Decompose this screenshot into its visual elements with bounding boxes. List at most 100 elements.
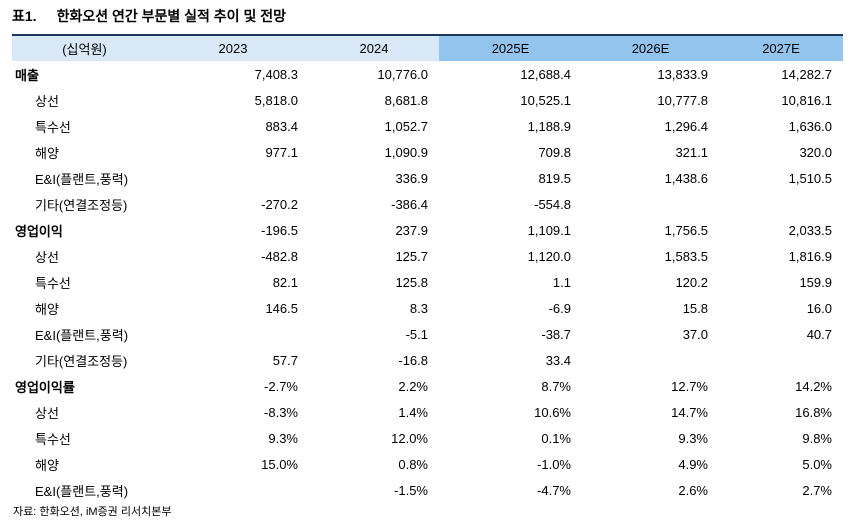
cell: [719, 347, 843, 373]
row-label: 특수선: [35, 431, 71, 447]
cell: 16.0: [806, 300, 832, 316]
cell: 15.0%: [261, 456, 298, 472]
cell: 8,681.8: [384, 92, 428, 108]
cell: 1.4%: [398, 404, 428, 420]
table-row: 상선 -8.3% 1.4% 10.6% 14.7% 16.8%: [12, 399, 843, 425]
table-row: E&I(플랜트,풍력) -5.1 -38.7 37.0 40.7: [12, 321, 843, 347]
cell: 5.0%: [802, 456, 832, 472]
cell: 15.8: [682, 300, 708, 316]
cell: -4.7%: [537, 482, 571, 498]
row-label: 기타(연결조정등): [35, 353, 128, 369]
cell: 10.6%: [534, 404, 571, 420]
cell: -196.5: [261, 222, 298, 238]
cell: 709.8: [538, 144, 571, 160]
table-row: 해양 146.5 8.3 -6.9 15.8 16.0: [12, 295, 843, 321]
cell: 125.8: [395, 274, 428, 290]
row-label: 기타(연결조정등): [35, 197, 128, 213]
table-number: 표1.: [12, 8, 37, 24]
row-label: 해양: [35, 145, 59, 161]
cell: [582, 347, 719, 373]
row-label: 해양: [35, 457, 59, 473]
cell: 1,510.5: [788, 170, 832, 186]
col-header-2026e: 2026E: [582, 35, 719, 61]
cell: [719, 191, 843, 217]
cell: 321.1: [675, 144, 708, 160]
cell: 14,282.7: [781, 66, 832, 82]
table-row: 기타(연결조정등) -270.2 -386.4 -554.8: [12, 191, 843, 217]
cell: [582, 191, 719, 217]
cell: 12.7%: [671, 378, 708, 394]
source-note: 자료: 한화오션, iM증권 리서치본부: [13, 506, 172, 518]
table-row: E&I(플랜트,풍력) -1.5% -4.7% 2.6% 2.7%: [12, 477, 843, 503]
col-header-2027e: 2027E: [719, 35, 843, 61]
cell: 14.2%: [795, 378, 832, 394]
cell: 0.1%: [541, 430, 571, 446]
table-row: 기타(연결조정등) 57.7 -16.8 33.4: [12, 347, 843, 373]
row-label: 특수선: [35, 119, 71, 135]
cell: 9.3%: [678, 430, 708, 446]
cell: 1,438.6: [664, 170, 708, 186]
row-label: 영업이익: [15, 223, 63, 239]
row-label: E&I(플랜트,풍력): [35, 483, 129, 499]
cell: -554.8: [534, 196, 571, 212]
cell: 82.1: [272, 274, 298, 290]
row-label: 특수선: [35, 275, 71, 291]
cell: -16.8: [398, 352, 428, 368]
col-header-2023: 2023: [157, 35, 309, 61]
cell: 9.3%: [268, 430, 298, 446]
cell: 1,120.0: [527, 248, 571, 264]
cell: 10,776.0: [377, 66, 428, 82]
cell: 237.9: [395, 222, 428, 238]
cell: 37.0: [682, 326, 708, 342]
cell: [157, 477, 309, 503]
cell: -482.8: [261, 248, 298, 264]
table-row: 영업이익 -196.5 237.9 1,109.1 1,756.5 2,033.5: [12, 217, 843, 243]
cell: -1.0%: [537, 456, 571, 472]
cell: 1,816.9: [788, 248, 832, 264]
cell: 14.7%: [671, 404, 708, 420]
row-label: 상선: [35, 93, 59, 109]
cell: -386.4: [391, 196, 428, 212]
cell: 10,816.1: [781, 92, 832, 108]
cell: 0.8%: [398, 456, 428, 472]
cell: 13,833.9: [657, 66, 708, 82]
cell: 1,052.7: [384, 118, 428, 134]
table-row: 특수선 883.4 1,052.7 1,188.9 1,296.4 1,636.0: [12, 113, 843, 139]
cell: [157, 321, 309, 347]
cell: 5,818.0: [254, 92, 298, 108]
row-label: 상선: [35, 405, 59, 421]
row-label: 매출: [15, 67, 39, 83]
cell: 1,756.5: [664, 222, 708, 238]
financial-table: (십억원) 2023 2024 2025E 2026E 2027E 매출 7,40…: [12, 34, 843, 503]
table-row: 상선 -482.8 125.7 1,120.0 1,583.5 1,816.9: [12, 243, 843, 269]
table-row: 해양 977.1 1,090.9 709.8 321.1 320.0: [12, 139, 843, 165]
cell: 16.8%: [795, 404, 832, 420]
table-row: 해양 15.0% 0.8% -1.0% 4.9% 5.0%: [12, 451, 843, 477]
table-body: 매출 7,408.3 10,776.0 12,688.4 13,833.9 14,282.…: [12, 61, 843, 503]
cell: 1,296.4: [664, 118, 708, 134]
cell: 146.5: [265, 300, 298, 316]
cell: 1,090.9: [384, 144, 428, 160]
cell: 2.7%: [802, 482, 832, 498]
cell: -8.3%: [264, 404, 298, 420]
cell: 12.0%: [391, 430, 428, 446]
cell: 8.7%: [541, 378, 571, 394]
cell: 2,033.5: [788, 222, 832, 238]
cell: 1,109.1: [527, 222, 571, 238]
cell: 336.9: [395, 170, 428, 186]
cell: 1.1: [552, 274, 571, 290]
table-row: 특수선 82.1 125.8 1.1 120.2 159.9: [12, 269, 843, 295]
cell: 125.7: [395, 248, 428, 264]
cell: 1,583.5: [664, 248, 708, 264]
cell: 120.2: [675, 274, 708, 290]
cell: 12,688.4: [520, 66, 571, 82]
cell: 7,408.3: [254, 66, 298, 82]
table-row: 영업이익률 -2.7% 2.2% 8.7% 12.7% 14.2%: [12, 373, 843, 399]
cell: -2.7%: [264, 378, 298, 394]
table-row: E&I(플랜트,풍력) 336.9 819.5 1,438.6 1,510.5: [12, 165, 843, 191]
cell: 9.8%: [802, 430, 832, 446]
row-label: 해양: [35, 301, 59, 317]
row-label: E&I(플랜트,풍력): [35, 327, 129, 343]
cell: 819.5: [538, 170, 571, 186]
